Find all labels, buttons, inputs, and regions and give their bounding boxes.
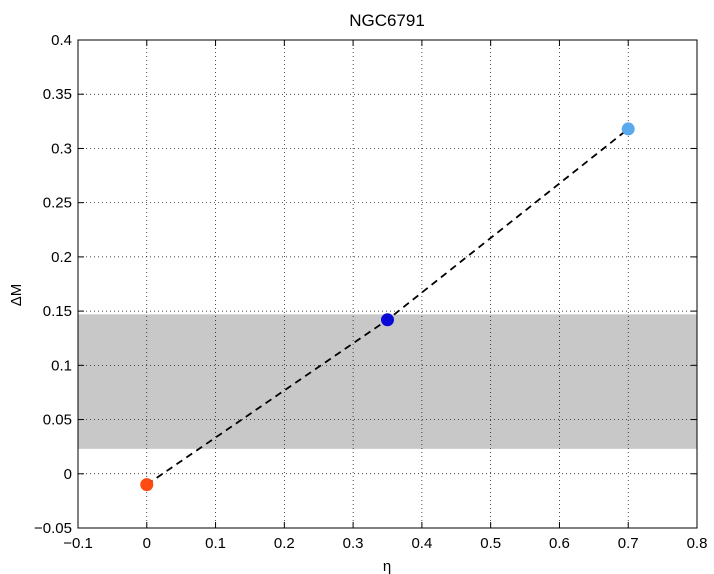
- x-axis-label: η: [383, 558, 391, 574]
- chart-title: NGC6791: [349, 11, 425, 30]
- y-tick-label: 0: [64, 466, 72, 483]
- x-tick-label: −0.1: [63, 535, 93, 552]
- x-tick-label: 0.1: [205, 535, 226, 552]
- x-tick-label: 0.2: [274, 535, 295, 552]
- x-tick-label: 0.3: [343, 535, 364, 552]
- x-tick-label: 0.4: [411, 535, 432, 552]
- y-tick-label: 0.4: [51, 32, 72, 49]
- y-tick-label: 0.15: [43, 303, 72, 320]
- axes-frame: [77, 39, 698, 529]
- y-tick-label: 0.25: [43, 195, 72, 212]
- y-axis-label: ΔM: [8, 284, 25, 307]
- x-tick-label: 0.7: [618, 535, 639, 552]
- y-tick-label: 0.05: [43, 412, 72, 429]
- x-tick-label: 0.8: [687, 535, 708, 552]
- y-tick-label: −0.05: [34, 520, 72, 537]
- x-tick-label: 0: [143, 535, 151, 552]
- x-tick-label: 0.6: [549, 535, 570, 552]
- x-tick-label: 0.5: [480, 535, 501, 552]
- data-point: [140, 478, 154, 492]
- y-tick-label: 0.1: [51, 357, 72, 374]
- data-point: [381, 313, 394, 327]
- y-tick-label: 0.3: [51, 140, 72, 157]
- y-tick-label: 0.2: [51, 249, 72, 266]
- y-tick-label: 0.35: [43, 86, 72, 103]
- data-point: [621, 122, 635, 136]
- shaded-band: [78, 314, 697, 449]
